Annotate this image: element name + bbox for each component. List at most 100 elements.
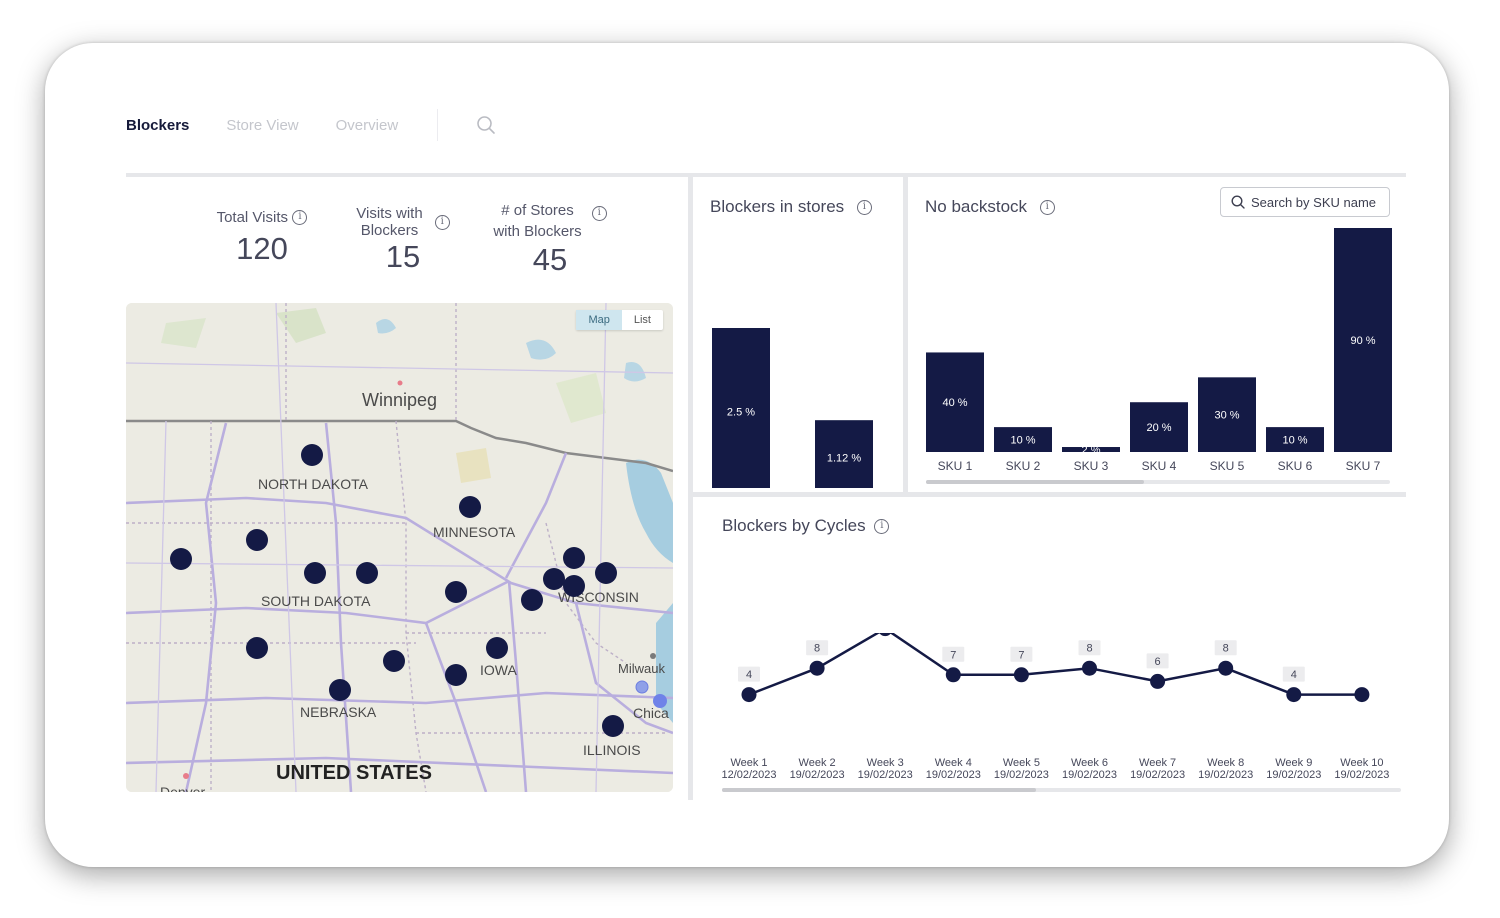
dashboard-card: Blockers Store View Overview Total Visit… (45, 43, 1449, 867)
label-illinois: ILLINOIS (583, 742, 641, 758)
store-marker[interactable] (356, 562, 378, 584)
tab-blockers[interactable]: Blockers (126, 116, 190, 134)
info-icon[interactable]: i (292, 210, 308, 226)
store-marker[interactable] (563, 547, 585, 569)
data-label-box (942, 646, 965, 662)
info-icon[interactable]: i (434, 214, 450, 230)
store-marker[interactable] (301, 444, 323, 466)
bar-value-label: 40 % (942, 397, 967, 409)
category-label: 19/02/2023 (1334, 769, 1389, 781)
data-label: 7 (950, 649, 956, 661)
category-label: Week 1 (730, 757, 767, 769)
info-icon[interactable]: i (1039, 200, 1055, 216)
label-south-dakota: SOUTH DAKOTA (261, 593, 371, 609)
no-backstock-chart: 40 % SKU 1 10 % SKU 2 2 % SKU 3 20 % SKU 4 30 % S… (926, 228, 1392, 473)
category-label: SKU 2 (1006, 459, 1041, 473)
store-marker[interactable] (445, 664, 467, 686)
stat-label-line: # of Stores (501, 202, 574, 219)
panel-title: Blockers by Cycles (722, 516, 866, 535)
stat-label: Total Visits (216, 209, 288, 226)
store-marker[interactable] (304, 562, 326, 584)
blockers-by-cycles-header: Blockers by Cycles i (722, 516, 890, 536)
store-map[interactable]: Winnipeg NORTH DAKOTA MINNESOTA WISCONSI… (126, 303, 673, 792)
store-marker[interactable] (486, 637, 508, 659)
map-toggle-map[interactable]: Map (576, 310, 622, 330)
store-marker[interactable] (563, 575, 585, 597)
panel-divider (903, 177, 908, 492)
map-park-area (161, 318, 206, 348)
data-label-box (1146, 653, 1169, 669)
category-label: Week 7 (1139, 757, 1176, 769)
store-marker[interactable] (383, 650, 405, 672)
data-label-box (1010, 646, 1033, 662)
city-dot-chicago (635, 680, 649, 694)
roads (126, 303, 673, 792)
map-list-toggle: Map List (576, 310, 663, 330)
store-marker[interactable] (521, 589, 543, 611)
category-label: 19/02/2023 (994, 769, 1049, 781)
category-label: SKU 4 (1142, 459, 1177, 473)
info-icon[interactable]: i (856, 200, 872, 216)
store-marker[interactable] (543, 568, 565, 590)
search-icon[interactable] (476, 115, 496, 135)
sku-search-placeholder: Search by SKU name (1251, 194, 1377, 210)
data-point (945, 667, 961, 683)
data-label: 7 (1018, 649, 1024, 661)
map-labels: Winnipeg NORTH DAKOTA MINNESOTA WISCONSI… (160, 390, 669, 792)
no-backstock-scrollbar[interactable] (926, 480, 1390, 484)
data-point (809, 660, 825, 676)
map-toggle-list[interactable]: List (633, 314, 651, 326)
data-point (1150, 673, 1166, 689)
sku-search-input[interactable]: Search by SKU name (1220, 187, 1390, 217)
bar-value-label: 30 % (1214, 410, 1239, 422)
tab-overview[interactable]: Overview (335, 116, 399, 134)
map-canvas: Winnipeg NORTH DAKOTA MINNESOTA WISCONSI… (126, 303, 673, 792)
data-label-box (738, 666, 760, 682)
store-marker[interactable] (602, 715, 624, 737)
data-point (1286, 687, 1302, 703)
blockers-in-stores-chart: 2.5 %Scanner notallowed1.12 %Permissiond… (712, 328, 873, 488)
store-marker[interactable] (329, 679, 351, 701)
search-icon (1231, 195, 1245, 209)
store-marker[interactable] (445, 581, 467, 603)
map-park-area (276, 308, 326, 343)
panel-title: No backstock (925, 197, 1028, 216)
row-divider (693, 492, 1406, 497)
data-label: 6 (1155, 656, 1161, 668)
data-label: 4 (1291, 669, 1297, 681)
scrollbar-thumb[interactable] (926, 480, 1144, 484)
category-label: Week 9 (1275, 757, 1312, 769)
info-icon[interactable]: i (591, 205, 607, 221)
stat-value: 45 (532, 242, 568, 277)
tab-bar: Blockers Store View Overview (126, 109, 496, 141)
map-park-area (556, 373, 606, 423)
stat-value: 120 (236, 231, 288, 266)
store-marker[interactable] (246, 529, 268, 551)
category-label: Week 2 (799, 757, 836, 769)
category-label: Week 10 (1340, 757, 1383, 769)
bar (926, 352, 984, 452)
bar-value-label: 2.5 % (727, 407, 755, 419)
bar (994, 427, 1052, 452)
category-label: Week 5 (1003, 757, 1040, 769)
data-label-box (1214, 640, 1237, 656)
data-label: 4 (746, 669, 752, 681)
label-chicago: Chica (633, 705, 669, 721)
store-marker[interactable] (595, 562, 617, 584)
bar (1062, 447, 1120, 452)
cycles-scrollbar[interactable] (722, 788, 1401, 792)
stat-stores-with-blockers: # of Stores with Blockers i 45 (485, 200, 615, 278)
scrollbar-thumb[interactable] (722, 788, 1036, 792)
data-point (1082, 660, 1097, 676)
tab-store-view[interactable]: Store View (226, 116, 299, 134)
label-milwaukee: Milwauk (618, 661, 665, 676)
data-point (1354, 687, 1370, 703)
store-marker[interactable] (170, 548, 192, 570)
store-marker[interactable] (459, 496, 481, 518)
info-icon[interactable]: i (874, 519, 890, 535)
category-label: Week 6 (1071, 757, 1108, 769)
stat-label-line: with Blockers (493, 223, 582, 240)
category-label: 19/02/2023 (926, 769, 981, 781)
store-marker[interactable] (246, 637, 268, 659)
data-point (1218, 660, 1234, 676)
